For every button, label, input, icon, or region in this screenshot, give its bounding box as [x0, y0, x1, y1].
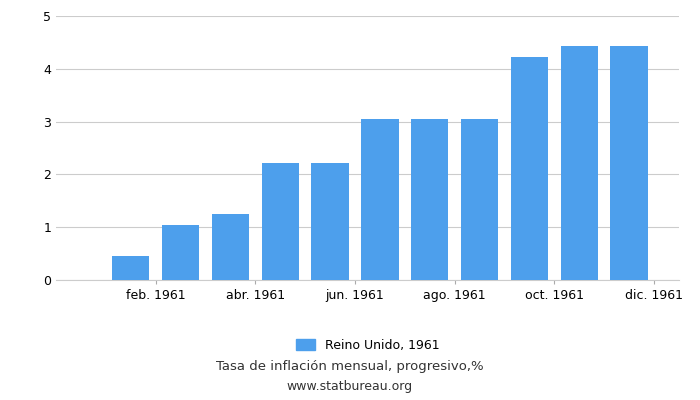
Bar	[112, 256, 150, 280]
Bar	[262, 163, 299, 280]
Bar	[211, 214, 249, 280]
Bar	[312, 163, 349, 280]
Text: www.statbureau.org: www.statbureau.org	[287, 380, 413, 393]
Legend: Reino Unido, 1961: Reino Unido, 1961	[290, 334, 444, 357]
Bar	[511, 57, 548, 280]
Bar	[361, 120, 399, 280]
Bar	[162, 225, 200, 280]
Bar	[461, 120, 498, 280]
Bar	[561, 46, 598, 280]
Bar	[411, 120, 449, 280]
Bar	[610, 46, 648, 280]
Text: Tasa de inflación mensual, progresivo,%: Tasa de inflación mensual, progresivo,%	[216, 360, 484, 373]
